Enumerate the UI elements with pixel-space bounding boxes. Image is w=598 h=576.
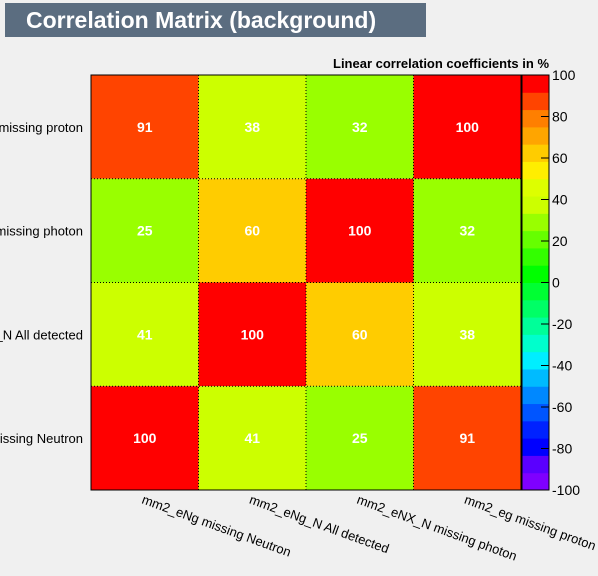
heatmap-cell <box>91 178 199 283</box>
heatmap-cell <box>306 386 414 490</box>
color-bar-bin <box>522 386 549 405</box>
color-bar-bin <box>522 334 549 353</box>
color-bar-bin <box>522 126 549 145</box>
cell-value-label: 25 <box>352 430 368 446</box>
cell-value-label: 32 <box>352 119 368 135</box>
color-bar-tick-label: 60 <box>552 150 568 166</box>
row-label: mm2_eNg missing Neutron <box>0 431 83 446</box>
cell-value-label: 41 <box>244 430 260 446</box>
row-label: mm2_eNg_N All detected <box>0 327 83 342</box>
heatmap-cell <box>198 282 306 387</box>
color-bar-bin <box>522 213 549 232</box>
heatmap-cell <box>306 178 414 283</box>
color-bar-bin <box>522 282 549 301</box>
cell-value-label: 91 <box>137 119 153 135</box>
title-box <box>5 3 426 37</box>
heatmap-cell <box>306 75 414 179</box>
cell-value-label: 91 <box>459 430 475 446</box>
cell-value-label: 38 <box>459 326 475 342</box>
row-label: mm2_eNX_N missing photon <box>0 224 83 239</box>
color-bar-bin <box>522 299 549 318</box>
heatmap-cell <box>413 75 521 179</box>
heatmap-cell <box>198 386 306 490</box>
color-bar-tick-label: 80 <box>552 109 568 125</box>
color-bar-tick-label: -60 <box>552 399 572 415</box>
heatmap-cell <box>91 75 199 179</box>
heatmap-cell <box>413 386 521 490</box>
color-bar-bin <box>522 438 549 456</box>
heatmap-cells: 91 38 32 100 25 60 100 32 41 100 60 38 100 41 25 91 <box>91 75 521 490</box>
cell-value-label: 25 <box>137 223 153 239</box>
cell-value-label: 100 <box>133 430 157 446</box>
color-bar-bin <box>522 420 549 439</box>
heatmap-grid <box>91 75 521 490</box>
chart-subtitle: Linear correlation coefficients in % <box>333 56 549 71</box>
color-bar-bin <box>522 75 549 93</box>
heatmap-cell <box>413 282 521 387</box>
color-bar-bin <box>522 178 549 197</box>
heatmap-cell <box>306 282 414 387</box>
color-bar: 100 80 60 40 20 0 -20 -40 -60 -80 -100 <box>521 67 580 498</box>
color-bar-tick-label: -40 <box>552 358 572 374</box>
cell-value-label: 100 <box>348 223 372 239</box>
color-bar-bin <box>522 92 549 111</box>
color-bar-bin <box>522 109 549 128</box>
color-bar-bin <box>522 403 549 422</box>
color-bar-bin <box>522 351 549 370</box>
color-bar-tick-label: 40 <box>552 192 568 208</box>
heatmap-cell <box>198 178 306 283</box>
heatmap-cell <box>413 178 521 283</box>
color-bar-bin <box>522 368 549 387</box>
color-bar-tick-label: -80 <box>552 441 572 457</box>
cell-value-label: 32 <box>459 223 475 239</box>
color-bar-bin <box>522 265 549 283</box>
heatmap-cell <box>91 386 199 490</box>
plot-frame <box>90 74 522 491</box>
color-bar-tick-label: 0 <box>552 275 560 291</box>
cell-value-label: 41 <box>137 326 153 342</box>
color-bar-bin <box>522 144 549 162</box>
color-bar-bin <box>522 472 549 491</box>
cell-value-label: 100 <box>241 326 265 342</box>
color-bar-bin <box>522 196 549 214</box>
cell-value-label: 100 <box>456 119 480 135</box>
heatmap-cell <box>198 75 306 179</box>
color-bar-tick-label: 100 <box>552 67 576 83</box>
color-bar-bin <box>522 230 549 249</box>
row-labels: mm2_eg missing proton mm2_eNX_N missing p… <box>0 120 83 446</box>
chart-title: Correlation Matrix (background) <box>26 7 376 33</box>
color-bar-tick-label: 20 <box>552 233 568 249</box>
color-bar-tick-label: -20 <box>552 316 572 332</box>
row-label: mm2_eg missing proton <box>0 120 83 135</box>
color-bar-bin <box>522 247 549 266</box>
color-bar-bin <box>522 161 549 180</box>
cell-value-label: 38 <box>244 119 260 135</box>
cell-value-label: 60 <box>244 223 260 239</box>
color-bar-tick-label: -100 <box>552 482 580 498</box>
color-bar-bin <box>522 455 549 474</box>
color-bar-bin <box>522 317 549 335</box>
cell-value-label: 60 <box>352 326 368 342</box>
heatmap-cell <box>91 282 199 387</box>
